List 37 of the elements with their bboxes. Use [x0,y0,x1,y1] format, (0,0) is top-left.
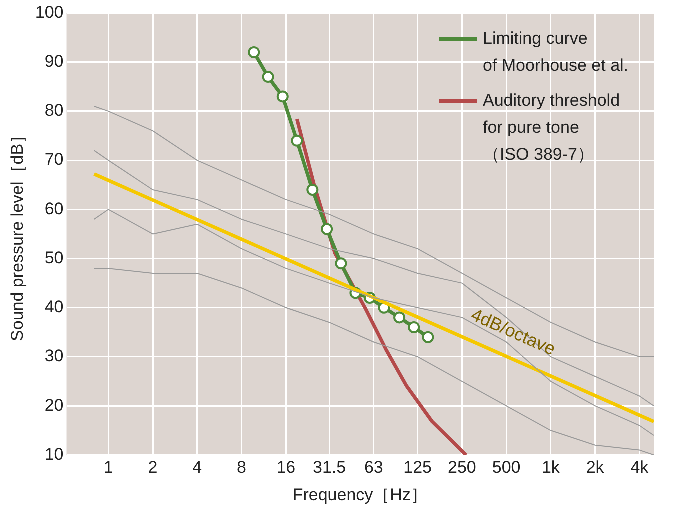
point [291,134,304,147]
x-tick-label: 16 [276,458,296,478]
x-tick-label: 31.5 [312,458,346,478]
y-tick-label: 60 [44,199,64,218]
x-tick-label: 2k [586,458,605,478]
x-tick-label: 500 [492,458,521,478]
point [335,258,348,270]
point [262,71,274,84]
x-tick-label: 2 [148,458,158,478]
y-tick-label: 20 [44,396,64,415]
x-tick-label: 4k [630,458,650,478]
x-axis-title: Frequency［Hz］ [292,485,428,504]
point [321,223,334,236]
point [306,184,319,196]
y-tick-label: 40 [44,298,64,317]
x-tick-label: 4 [192,458,202,478]
point [422,331,434,344]
legend-label: Auditory threshold for pure tone （ISO 389-7） [483,90,620,164]
x-tick-label: 1 [104,458,114,478]
y-tick-label: 80 [44,101,64,120]
y-tick-label: 10 [44,444,64,464]
point [408,322,420,334]
point [248,46,260,58]
point [394,312,406,324]
x-tick-label: 8 [237,458,247,478]
point [276,90,289,103]
x-tick-label: 125 [404,458,432,478]
legend-label: Limiting curve of Moorhouse et al. [483,28,629,75]
x-tick-label: 63 [364,458,384,478]
y-tick-label: 100 [35,2,64,22]
y-tick-label: 30 [44,346,64,366]
y-tick-label: 50 [44,248,64,268]
x-tick-label: 250 [448,458,476,478]
y-tick-label: 70 [44,150,64,170]
x-tick-label: 1k [542,458,560,478]
y-axis-title: Sound pressure level［dB］ [8,126,27,342]
y-tick-label: 90 [44,52,64,71]
